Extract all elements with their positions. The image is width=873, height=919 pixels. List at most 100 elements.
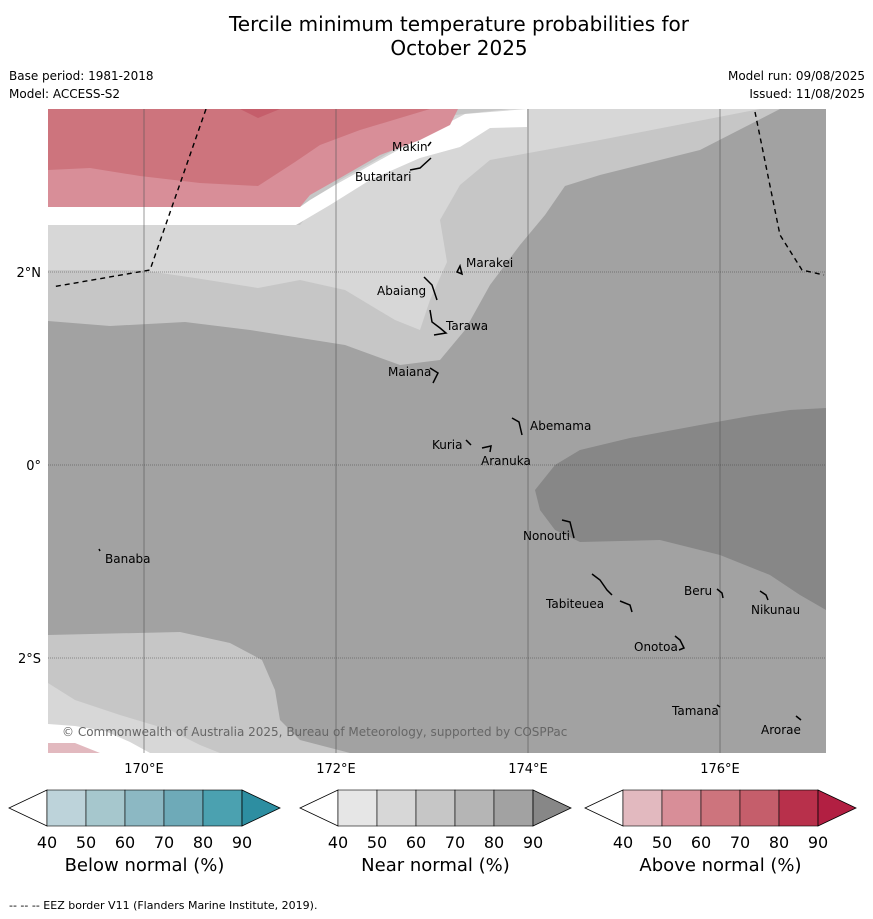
base-period: Base period: 1981-2018 [9,69,154,83]
colorbar-2: 40 50 60 70 80 90 Near normal (%) [299,789,572,876]
colorbar-tick-label: 40 [37,833,57,852]
lat-tick-0: 0° [26,459,41,474]
colorbar-segment [46,789,87,827]
lon-tick-174e: 174°E [508,762,548,777]
colorbar-tick-label: 60 [115,833,135,852]
label-abemama: Abemama [530,419,591,433]
label-abaiang: Abaiang [377,284,426,298]
label-beru: Beru [684,584,712,598]
colorbar-under-triangle [584,789,624,827]
colorbar-segment [661,789,702,827]
lon-tick-176e: 176°E [700,762,740,777]
colorbar-tick-label: 90 [808,833,828,852]
colorbar-segment [454,789,495,827]
colorbar-under-triangle [8,789,48,827]
label-arorae: Arorae [761,723,801,737]
island-tamana [716,704,721,708]
colorbar-tick-label: 70 [445,833,465,852]
island-abaiang [423,276,438,301]
lat-tick-2s: 2°S [18,652,41,667]
island-makin [427,141,432,147]
colorbar-segment [163,789,204,827]
model-run: Model run: 09/08/2025 [727,69,865,83]
colorbar-under-triangle [299,789,339,827]
colorbar-segment [778,789,819,827]
near-normal-50-60-north [48,109,760,330]
colorbar-segment [700,789,741,827]
colorbars: 40 50 60 70 80 90 Below normal (%) 40 50 60 70 80 90… [8,789,857,876]
island-abemama [511,417,523,436]
title-line-2: October 2025 [390,36,528,60]
colorbar-over-triangle [241,789,281,827]
label-butaritari: Butaritari [355,170,412,184]
colorbar-tick-label: 70 [730,833,750,852]
colorbar-tick-label: 50 [76,833,96,852]
colorbar-segment [337,789,378,827]
colorbar-segment [622,789,663,827]
colorbar-tick-label: 80 [769,833,789,852]
lat-tick-2n: 2°N [17,266,42,281]
colorbar-3: 40 50 60 70 80 90 Above normal (%) [584,789,857,876]
colorbar-tick-label: 60 [406,833,426,852]
colorbar-segment [415,789,456,827]
colorbar-tick-label: 50 [367,833,387,852]
label-tamana: Tamana [671,704,719,718]
label-nonouti: Nonouti [523,529,570,543]
issued-date: Issued: 11/08/2025 [749,87,865,101]
label-tabiteuea: Tabiteuea [545,597,604,611]
island-tarawa [429,309,448,336]
colorbar-tick-label: 80 [484,833,504,852]
island-kuria [465,439,472,446]
island-onotoa [674,635,686,651]
island-tabiteuea [591,573,633,613]
colorbar-tick-label: 90 [232,833,252,852]
island-marakei [455,263,464,276]
colorbar-tick-label: 70 [154,833,174,852]
colorbar-tick-label: 60 [691,833,711,852]
lat-tick-labels: 2°N 0° 2°S [17,266,42,667]
colorbar-tick-label: 40 [613,833,633,852]
colorbar-segment [376,789,417,827]
colorbar-tick-label: 80 [193,833,213,852]
lon-tick-172e: 172°E [316,762,356,777]
label-marakei: Marakei [466,256,513,270]
colorbar-tick-label: 50 [652,833,672,852]
above-normal-70-80-area [240,109,280,118]
island-nikunau [759,590,769,601]
colorbar-segment [85,789,126,827]
colorbar-tick-label: 40 [328,833,348,852]
label-nikunau: Nikunau [751,603,800,617]
island-nonouti [561,519,575,539]
meta-left: Base period: 1981-2018 Model: ACCESS-S2 [9,67,154,103]
label-banaba: Banaba [105,552,151,566]
forecast-map: Makin Butaritari Marakei Abaiang Tarawa … [8,109,857,876]
label-makin: Makin [392,140,428,154]
lon-tick-labels: 170°E 172°E 174°E 176°E [124,762,740,777]
colorbar-over-triangle [532,789,572,827]
eez-border [51,109,825,288]
island-arorae [795,715,802,721]
island-beru [716,588,724,599]
above-normal-60-70-area [48,109,430,186]
colorbar-label: Below normal (%) [65,855,225,876]
meta-right: Model run: 09/08/2025 Issued: 11/08/2025 [728,67,865,103]
islands [98,141,802,721]
colorbar-segment [202,789,243,827]
label-aranuka: Aranuka [481,454,531,468]
colorbar-segment [493,789,534,827]
label-tarawa: Tarawa [445,319,488,333]
map-title: Tercile minimum temperature probabilitie… [0,12,873,60]
colorbar-over-triangle [817,789,857,827]
no-signal-strip [48,109,527,225]
colorbar-tick-label: 90 [523,833,543,852]
island-butaritari [409,157,432,171]
model-name: Model: ACCESS-S2 [9,87,121,101]
colorbar-segment [739,789,780,827]
label-maiana: Maiana [388,365,431,379]
place-labels: Makin Butaritari Marakei Abaiang Tarawa … [105,140,801,737]
island-banaba [98,548,101,552]
graticule-lat [48,271,826,659]
probability-fill: Makin Butaritari Marakei Abaiang Tarawa … [48,109,826,753]
colorbar-label: Above normal (%) [639,855,801,876]
island-maiana [429,367,439,384]
